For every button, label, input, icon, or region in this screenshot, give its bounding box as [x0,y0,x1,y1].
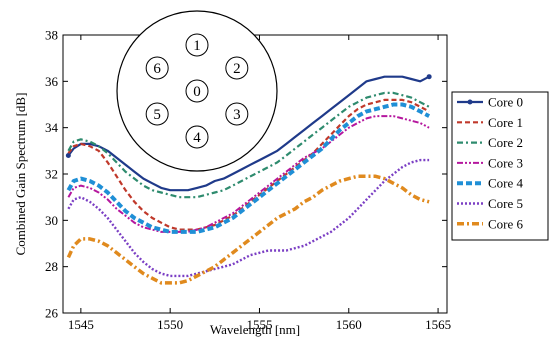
core-circle-1 [185,33,209,57]
core-circle-0 [185,79,209,103]
y-tick-label-34: 34 [45,120,59,135]
x-axis-label: Wavelength [nm] [210,322,300,337]
y-tick-label-26: 26 [45,306,59,321]
legend-box [451,91,549,241]
legend-label-core-6: Core 6 [488,216,524,231]
series-line-core-2 [67,91,430,199]
x-tick-label-1550: 1550 [157,317,183,332]
x-ticks: 1545 1550 1555 1560 1565 [68,35,451,332]
x-tick-label-1560: 1560 [336,317,362,332]
core-number-1: 1 [193,38,201,54]
legend-label-core-5: Core 5 [488,196,523,211]
legend-label-core-0: Core 0 [488,95,523,110]
x-tick-label-1545: 1545 [68,317,94,332]
y-tick-label-30: 30 [45,213,58,228]
core-number-2: 2 [233,61,241,77]
legend: Core 0 Core 1 Core 2 Core 3 Core 4 Core 5 Core… [451,91,549,241]
series-marker-core-0-end [426,74,432,80]
legend-label-core-1: Core 1 [488,115,523,130]
core-circle-5 [145,102,169,126]
y-tick-label-38: 38 [45,28,58,43]
core-circle-3 [225,102,249,126]
y-tick-label-28: 28 [45,259,58,274]
series-line-core-4 [66,102,431,234]
series-marker-core-0-start [65,152,71,158]
core-number-6: 6 [153,61,161,77]
x-tick-label-1555: 1555 [246,317,272,332]
legend-label-core-3: Core 3 [488,155,523,170]
core-number-0: 0 [193,84,201,100]
y-tick-label-36: 36 [45,74,59,89]
core-number-5: 5 [153,107,161,123]
legend-label-core-4: Core 4 [488,176,524,191]
series-line-core-6 [66,174,430,285]
series-lines [65,74,432,285]
core-circle-6 [145,56,169,80]
legend-marker-core-0 [467,99,473,105]
core-number-4: 4 [193,130,201,146]
x-tick-label-1565: 1565 [425,317,451,332]
core-circle-2 [225,56,249,80]
series-line-core-0 [67,75,430,192]
core-circle-4 [185,125,209,149]
fiber-cross-section-inset: 0 1 2 3 4 5 6 [116,10,278,172]
y-axis-label: Combined Gain Spectrum [dB] [13,93,28,256]
series-line-core-3 [67,115,430,233]
legend-label-core-2: Core 2 [488,135,523,150]
y-tick-label-32: 32 [45,167,58,182]
core-number-3: 3 [233,107,241,123]
